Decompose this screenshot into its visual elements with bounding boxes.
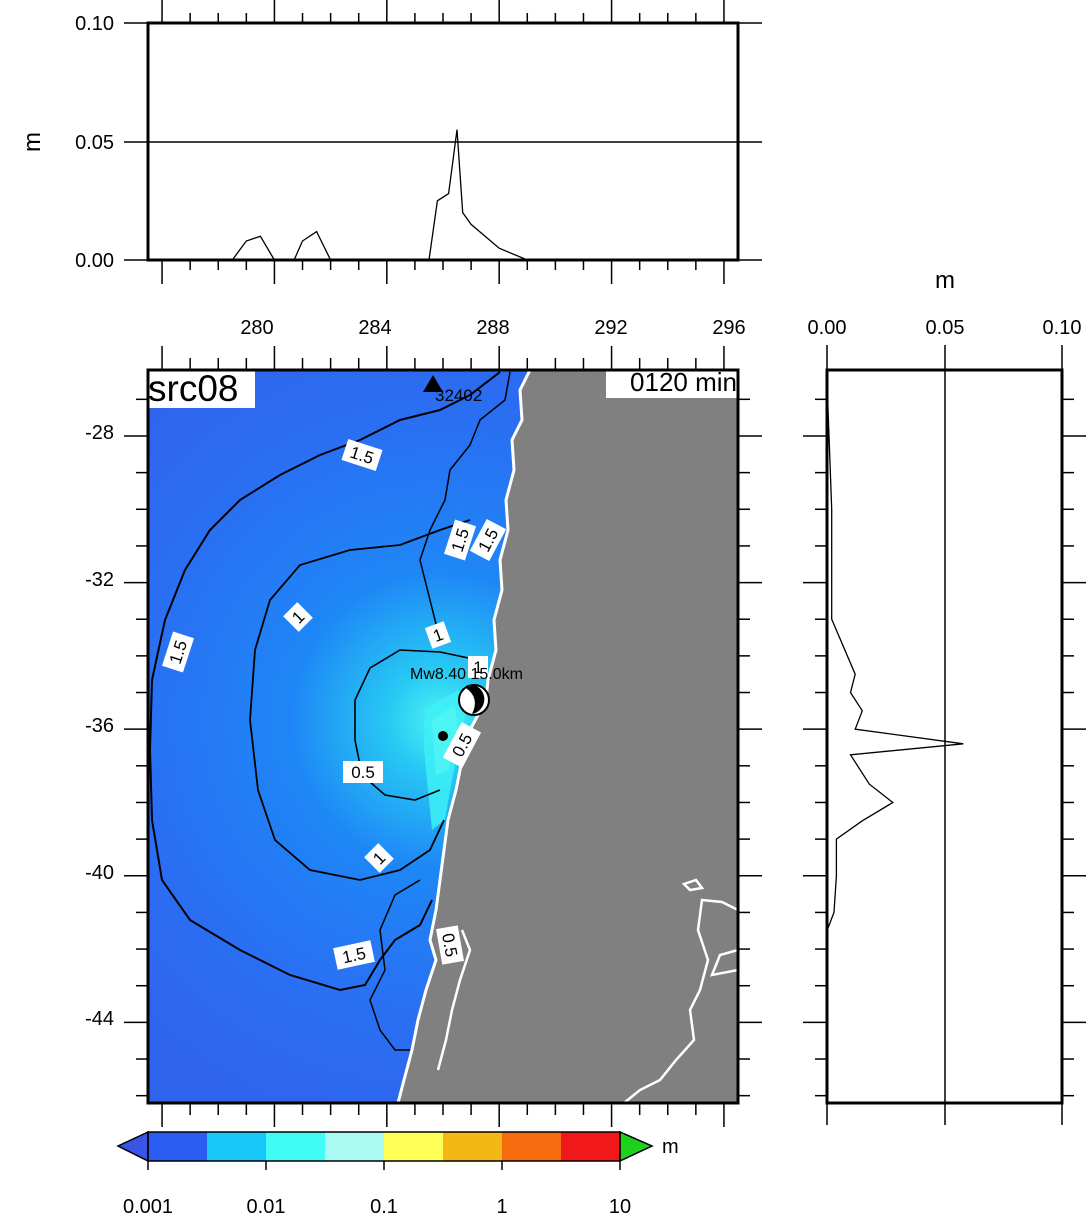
colorbar-tick-label: 10 xyxy=(609,1196,631,1218)
colorbar-tick-label: 0.001 xyxy=(123,1196,173,1218)
svg-text:1: 1 xyxy=(473,658,482,677)
event-label: Mw8.40 15.0km xyxy=(410,666,523,683)
colorbar-tick-label: 1 xyxy=(496,1196,507,1218)
title-box xyxy=(148,370,255,408)
top-x-ticks xyxy=(161,0,725,284)
right-panel-frame xyxy=(825,368,1064,1105)
time-box xyxy=(606,370,738,398)
contour-label: 1 xyxy=(364,843,394,873)
contour-line-outer xyxy=(148,371,501,992)
top-x-tick-label: 288 xyxy=(476,317,509,339)
top-profile-panel: 0.10 0.05 0.00 m 280 284 288 292 296 xyxy=(19,0,762,339)
contour-line-mid xyxy=(249,519,471,881)
colorbar-segment xyxy=(207,1132,267,1161)
station-triangle-icon xyxy=(423,375,443,392)
colorbar-segment xyxy=(148,1132,208,1161)
right-profile-line xyxy=(827,380,964,1096)
panel-title: src08 xyxy=(148,368,238,409)
contour-label: 1 xyxy=(424,621,452,649)
coastline xyxy=(623,898,738,1103)
top-profile-line xyxy=(162,129,724,260)
land-area xyxy=(398,370,738,1103)
map-y-ticks xyxy=(124,398,762,1097)
time-label: 0120 min xyxy=(630,367,737,397)
right-y-ticks xyxy=(803,398,1086,1097)
right-x-tick-label: 0.05 xyxy=(926,317,965,339)
contour-line-inner xyxy=(354,649,479,801)
contour-label: 1.5 xyxy=(443,519,477,561)
right-x-axis-label: m xyxy=(935,267,955,294)
colorbar-tick-label: 0.1 xyxy=(370,1196,398,1218)
colorbar-segment xyxy=(443,1132,503,1161)
contour-line-coastal xyxy=(419,371,511,641)
top-x-tick-label: 280 xyxy=(240,317,273,339)
right-x-tick-label: 0.00 xyxy=(808,317,847,339)
colorbar-segment xyxy=(502,1132,562,1161)
top-y-tick-label: 0.05 xyxy=(75,132,114,154)
map-y-tick-label: -36 xyxy=(85,715,114,737)
colorbar: 0.001 0.01 0.1 1 10 m xyxy=(116,1130,679,1218)
contour-label: 0.5 xyxy=(436,925,464,965)
colorbar-segments xyxy=(148,1132,621,1161)
map-y-tick-label: -40 xyxy=(85,862,114,884)
coastline xyxy=(709,948,738,977)
epicenter-marker xyxy=(438,731,448,741)
top-y-tick-label: 0.10 xyxy=(75,13,114,35)
map-y-tick-label: -44 xyxy=(85,1008,114,1030)
map-panel: 1.5 1.5 1.5 1.5 1 1 xyxy=(85,346,762,1127)
coastline xyxy=(436,929,472,1071)
top-x-tick-label: 292 xyxy=(594,317,627,339)
station-label: 32402 xyxy=(435,386,482,405)
map-x-ticks xyxy=(161,346,725,1127)
colorbar-under-arrow xyxy=(116,1130,149,1163)
svg-text:0.5: 0.5 xyxy=(351,763,375,782)
contour-label: 0.5 xyxy=(343,761,383,783)
top-y-tick-label: 0.00 xyxy=(75,250,114,272)
map-y-tick-label: -28 xyxy=(85,422,114,444)
colorbar-tick-label: 0.01 xyxy=(247,1196,286,1218)
coastline xyxy=(681,878,705,892)
colorbar-segment xyxy=(561,1132,621,1161)
right-profile-panel: 0.00 0.05 0.10 m xyxy=(803,267,1086,1125)
colorbar-segment xyxy=(384,1132,444,1161)
contour-line-south xyxy=(369,879,421,1051)
colorbar-segment xyxy=(325,1132,385,1161)
contour-label: 1 xyxy=(283,602,313,632)
colorbar-segment xyxy=(266,1132,326,1161)
top-y-axis-label: m xyxy=(19,132,46,152)
svg-text:0.5: 0.5 xyxy=(438,932,461,959)
contour-label: 0.5 xyxy=(442,722,482,768)
colorbar-unit-label: m xyxy=(662,1136,679,1158)
contour-label: 1.5 xyxy=(333,940,375,970)
map-y-tick-label: -32 xyxy=(85,569,114,591)
svg-text:1.5: 1.5 xyxy=(341,944,368,968)
contour-label: 1.5 xyxy=(161,631,195,673)
focal-mechanism-beachball xyxy=(458,684,490,716)
contour-label: 1 xyxy=(468,656,488,678)
colorbar-over-arrow xyxy=(619,1130,654,1163)
coastline xyxy=(396,370,532,1103)
top-x-tick-label: 296 xyxy=(712,317,745,339)
top-x-tick-label: 284 xyxy=(358,317,391,339)
right-x-tick-label: 0.10 xyxy=(1043,317,1082,339)
